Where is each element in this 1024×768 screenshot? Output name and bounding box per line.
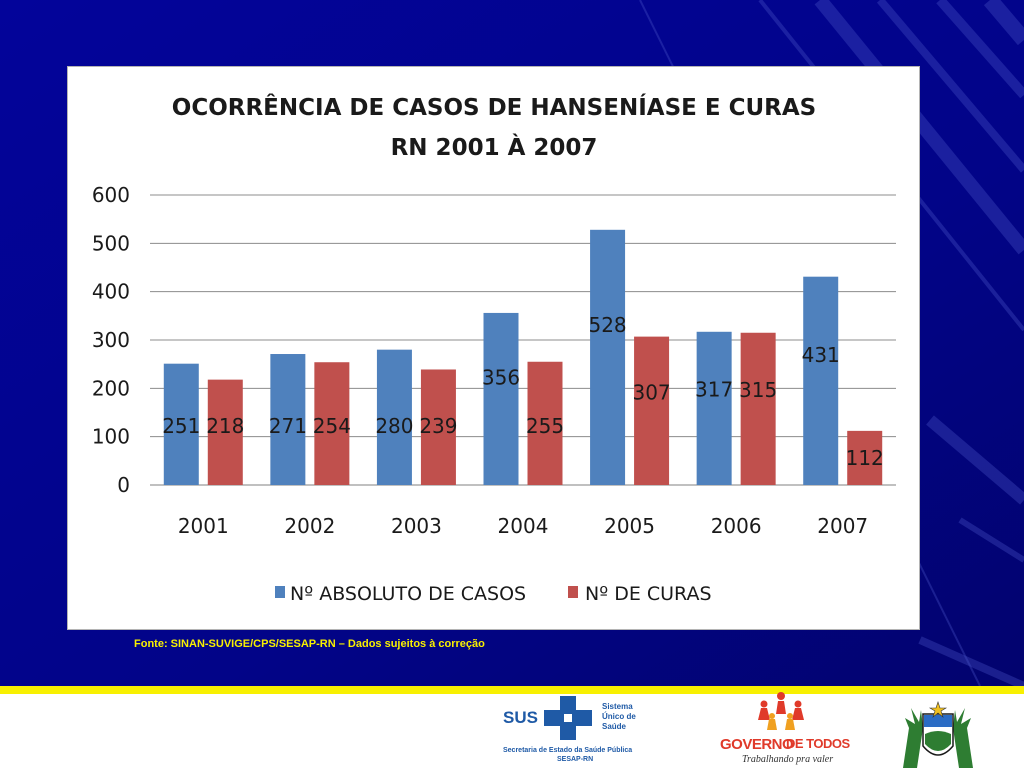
bar-casos <box>483 312 519 485</box>
data-label: 271 <box>269 414 307 438</box>
yellow-divider <box>0 686 1024 694</box>
data-label: 356 <box>482 366 520 390</box>
x-tick-label: 2002 <box>284 514 335 538</box>
legend-swatch-curas <box>568 586 578 598</box>
bar-curas <box>740 332 776 485</box>
data-label: 317 <box>695 377 733 401</box>
bar-curas <box>527 361 563 485</box>
data-label: 280 <box>375 414 413 438</box>
bars <box>163 229 883 485</box>
data-label: 251 <box>162 414 200 438</box>
governo-part2: DE TODOS <box>786 736 850 751</box>
sus-logo: SUS Sistema Único de Saúde Secretaria de… <box>500 694 660 768</box>
y-tick-label: 500 <box>92 231 130 255</box>
governo-slogan: Trabalhando pra valer <box>742 754 834 765</box>
gridlines <box>150 194 896 486</box>
bar-casos <box>803 276 839 485</box>
data-label: 528 <box>588 313 626 337</box>
data-label: 254 <box>313 414 351 438</box>
people-figures-icon <box>758 692 804 730</box>
x-tick-label: 2004 <box>498 514 549 538</box>
y-axis: 0 100 200 300 400 500 600 <box>92 183 130 497</box>
bar-curas <box>634 336 670 485</box>
data-label: 255 <box>526 414 564 438</box>
data-label: 315 <box>739 378 777 402</box>
footer-bar <box>0 694 1024 768</box>
sus-name-line1: Sistema <box>602 702 633 711</box>
y-tick-label: 200 <box>92 376 130 400</box>
y-tick-label: 0 <box>117 473 130 497</box>
legend-swatch-casos <box>275 586 285 598</box>
source-note: Fonte: SINAN-SUVIGE/CPS/SESAP-RN – Dados… <box>134 638 485 650</box>
sus-name-line2: Único de <box>602 712 636 721</box>
x-tick-label: 2001 <box>178 514 229 538</box>
bar-casos <box>163 363 199 485</box>
y-tick-label: 600 <box>92 183 130 207</box>
x-tick-label: 2005 <box>604 514 655 538</box>
bar-chart: OCORRÊNCIA DE CASOS DE HANSENÍASE E CURA… <box>92 93 896 605</box>
bar-casos <box>590 229 626 485</box>
x-tick-label: 2003 <box>391 514 442 538</box>
sus-abbr: SUS <box>503 708 538 727</box>
sus-dept-line2: SESAP-RN <box>557 756 594 763</box>
bar-casos <box>376 349 412 485</box>
bar-curas <box>847 430 883 485</box>
data-label: 239 <box>419 414 457 438</box>
x-axis: 2001 2002 2003 2004 2005 2006 2007 <box>178 514 868 538</box>
chart-subtitle: RN 2001 À 2007 <box>391 133 598 161</box>
governo-part1: GOVERNO <box>720 736 794 753</box>
y-tick-label: 400 <box>92 280 130 304</box>
sus-name-line3: Saúde <box>602 722 627 731</box>
data-label: 218 <box>206 414 244 438</box>
legend: Nº ABSOLUTO DE CASOS Nº DE CURAS <box>275 583 712 605</box>
bar-casos <box>696 331 732 485</box>
x-tick-label: 2007 <box>817 514 868 538</box>
legend-label-casos: Nº ABSOLUTO DE CASOS <box>290 583 526 605</box>
sus-dept-line1: Secretaria de Estado da Saúde Pública <box>503 747 633 754</box>
chart-panel: OCORRÊNCIA DE CASOS DE HANSENÍASE E CURA… <box>67 66 920 630</box>
y-tick-label: 100 <box>92 425 130 449</box>
bar-casos <box>270 354 306 485</box>
x-tick-label: 2006 <box>711 514 762 538</box>
sus-cross-icon <box>544 696 592 740</box>
governo-de-todos-logo: GOVERNO DE TODOS Trabalhando pra valer <box>718 690 850 768</box>
chart-title: OCORRÊNCIA DE CASOS DE HANSENÍASE E CURA… <box>172 93 816 121</box>
state-coat-of-arms-icon <box>903 701 973 768</box>
bar-curas <box>207 379 243 485</box>
data-label: 431 <box>802 343 840 367</box>
data-label: 112 <box>846 446 884 470</box>
data-label: 307 <box>632 381 670 405</box>
bar-curas <box>420 369 456 485</box>
legend-label-curas: Nº DE CURAS <box>585 583 712 605</box>
bar-curas <box>314 362 350 485</box>
y-tick-label: 300 <box>92 328 130 352</box>
